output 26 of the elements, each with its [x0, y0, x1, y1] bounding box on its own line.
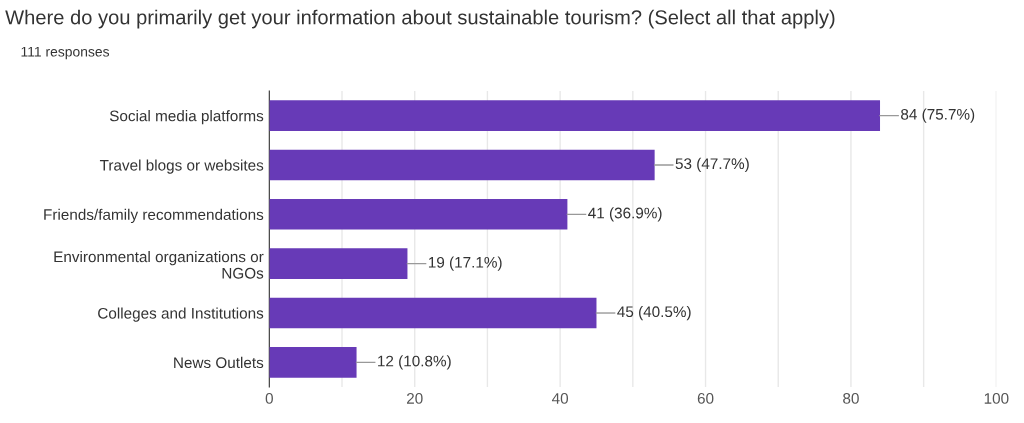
data-label: 45 (40.5%) [617, 305, 691, 321]
data-label: 53 (47.7%) [675, 157, 749, 173]
data-label: 41 (36.9%) [588, 207, 662, 222]
y-tick-label: Colleges and Institutions [98, 307, 264, 322]
bar [269, 149, 655, 181]
x-tick-label: 0 [265, 393, 273, 404]
bar [269, 248, 408, 279]
y-tick-label: News Outlets [174, 356, 264, 369]
text: 111 responses [21, 46, 110, 60]
x-tick-label: 40 [551, 393, 569, 404]
chart-title: Where do you primarily get your information about sustainable tourism? (Select all that apply) [5, 9, 835, 29]
bar [269, 347, 357, 378]
x-tick-label: 100 [984, 393, 1009, 404]
y-tick-label: Friends/family recommendations [44, 208, 264, 224]
y-tick-label: Social media platforms [109, 110, 264, 125]
y-tick-label: Environmental organizations or NGOs [54, 251, 264, 279]
y-tick-label: Travel blogs or websites [99, 159, 264, 174]
data-label: 19 (17.1%) [428, 256, 502, 271]
data-label: 12 (10.8%) [378, 355, 451, 370]
bar [269, 100, 881, 131]
x-tick-label: 80 [843, 393, 859, 404]
x-tick-label: 20 [406, 393, 423, 404]
x-tick-label: 60 [697, 393, 714, 404]
bar [269, 199, 568, 230]
bar [269, 297, 597, 329]
data-label: 84 (75.7%) [901, 108, 975, 123]
